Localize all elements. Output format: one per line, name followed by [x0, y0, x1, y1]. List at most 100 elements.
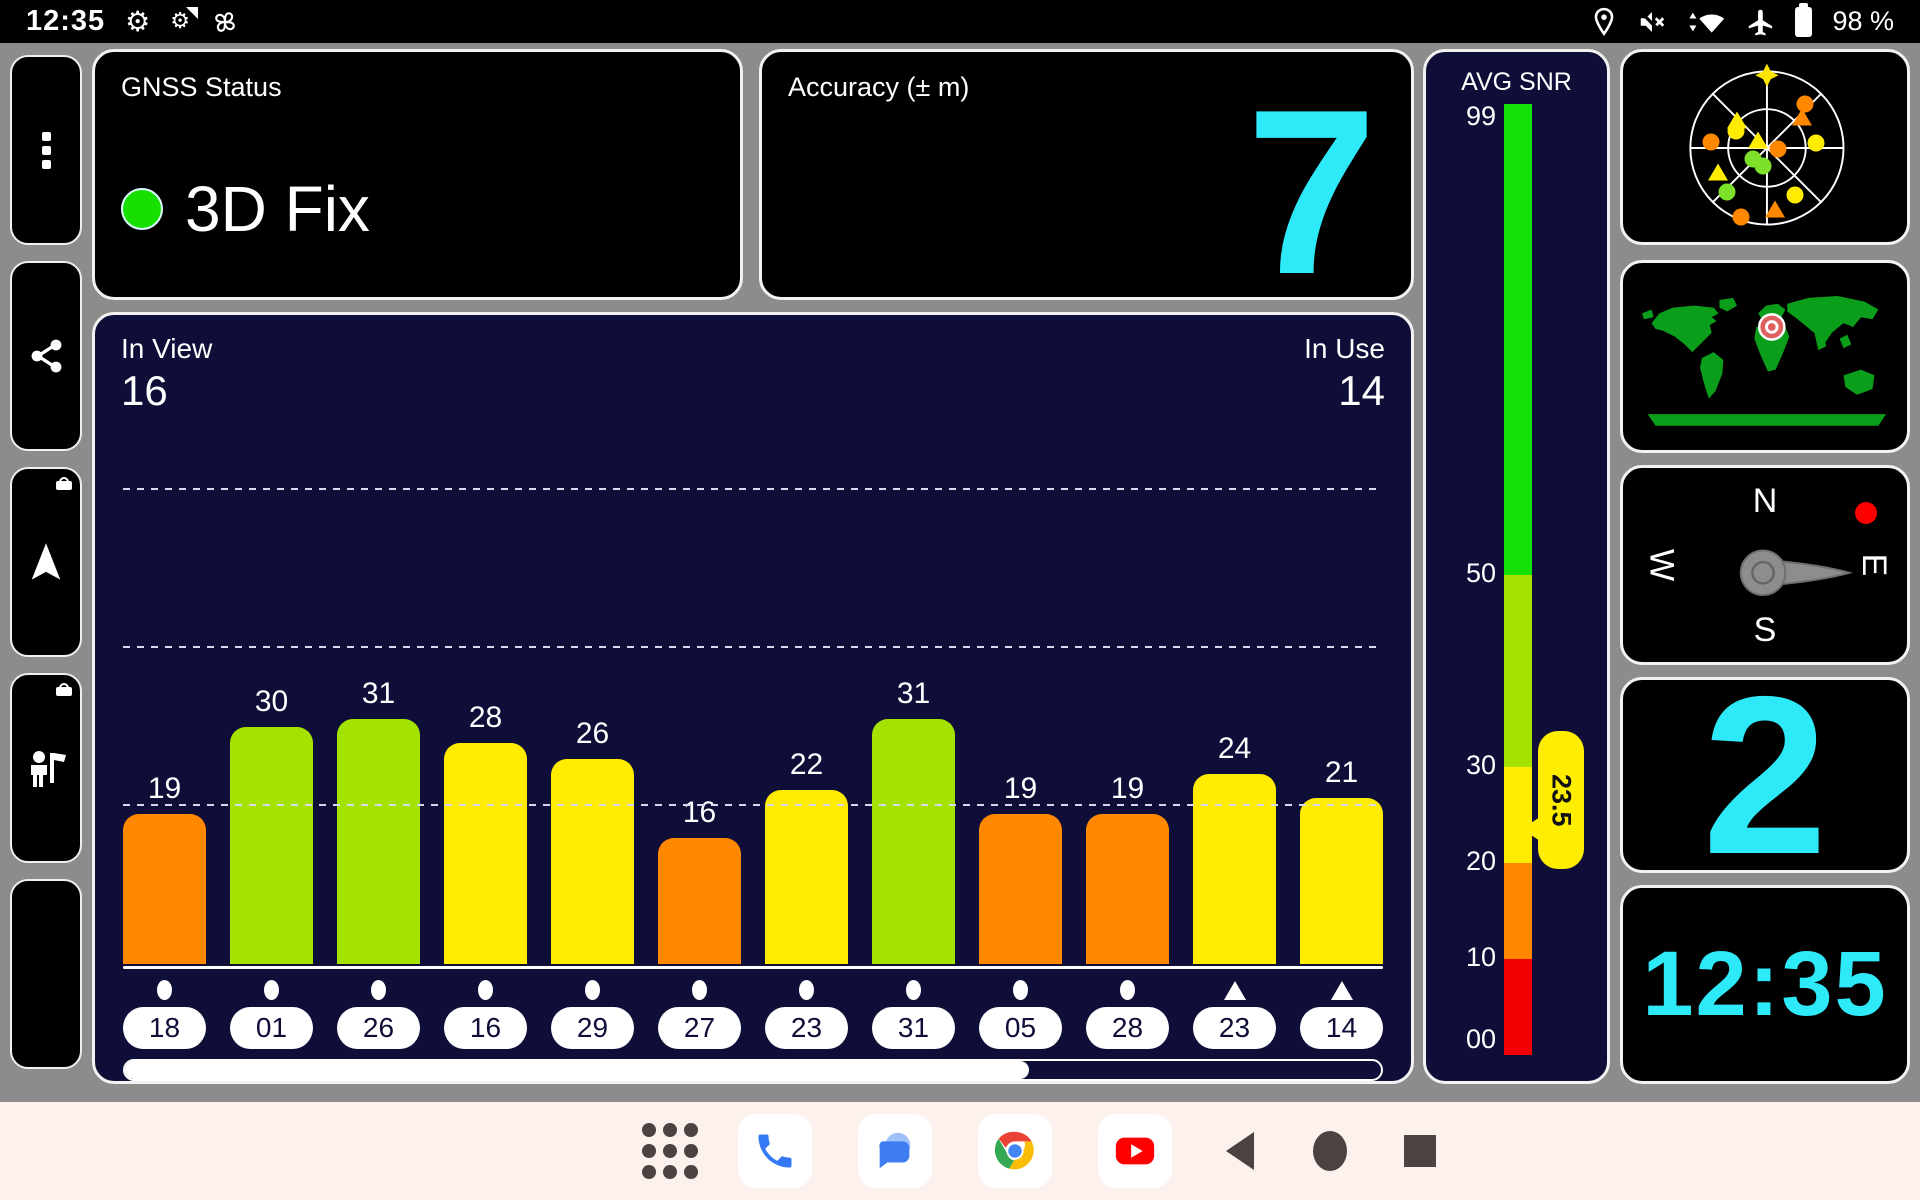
bar-slot: 26: [551, 462, 634, 964]
satellite-circle-icon: [1718, 183, 1736, 201]
sidebar-item-night-mode[interactable]: [10, 879, 82, 1069]
triangle-marker-icon: [1330, 980, 1353, 1000]
sidebar-item-menu[interactable]: [10, 55, 82, 245]
circle-marker-icon: [799, 980, 814, 1000]
in-view-label: In View: [121, 333, 213, 364]
sidebar-item-share[interactable]: [10, 261, 82, 451]
messages-icon: [879, 1132, 911, 1169]
gauge-segment: [1504, 574, 1532, 767]
bar-value-label: 19: [147, 771, 182, 805]
satellite-id-pill: 27: [658, 1007, 741, 1049]
bar-slot: 28: [444, 462, 527, 964]
satellite-id-pill: 29: [551, 1007, 634, 1049]
circle-marker-icon: [371, 980, 386, 1000]
chart-scrollbar[interactable]: [123, 1059, 1383, 1081]
lock-badge-icon: [56, 683, 72, 696]
satellite-circle-icon: [1702, 133, 1720, 151]
status-bar-left: 12:35 ⚙ ⚙: [26, 5, 240, 38]
snr-bar: [444, 742, 527, 964]
satellite-triangle-icon: [1792, 108, 1813, 126]
bar-value-label: 28: [468, 700, 503, 734]
snr-value-callout: 23.5: [1522, 731, 1584, 870]
phone-icon: [758, 1134, 792, 1168]
youtube-icon: [1115, 1137, 1155, 1165]
snr-bar: [1193, 774, 1276, 964]
satellite-circle-icon: [1786, 186, 1804, 204]
fix-status-dot: [121, 188, 163, 230]
world-map-card[interactable]: [1620, 260, 1910, 453]
kebab-menu-icon: [41, 127, 51, 174]
home-button[interactable]: [1308, 1129, 1352, 1173]
in-view-value: 16: [121, 367, 168, 414]
satellite-circle-icon: [1754, 157, 1772, 175]
home-icon: [1313, 1131, 1347, 1171]
bar-slot: 24: [1193, 462, 1276, 964]
chrome-app-button[interactable]: [978, 1114, 1052, 1188]
bars-row: 19 30 31 28 26 16 22 31 19 19 24 21: [123, 462, 1383, 964]
moon-icon: [25, 953, 67, 995]
chrome-icon: [994, 1131, 1035, 1171]
gauge-segment: [1504, 104, 1532, 575]
big-number-card[interactable]: 2: [1620, 677, 1910, 873]
satellite-id-pill: 28: [1086, 1007, 1169, 1049]
snr-bar: [872, 719, 955, 964]
satellite-triangle-icon: [1764, 200, 1785, 218]
chart-scroll-thumb[interactable]: [125, 1061, 1030, 1079]
sky-view-card[interactable]: [1620, 49, 1910, 245]
phone-app-button[interactable]: [738, 1114, 812, 1188]
circle-marker-icon: [478, 980, 493, 1000]
satellite-id-pill: 26: [337, 1007, 420, 1049]
recents-button[interactable]: [1398, 1129, 1442, 1173]
gridline: [123, 804, 1383, 806]
app-drawer-button[interactable]: [642, 1123, 698, 1179]
bar-value-label: 30: [254, 685, 289, 718]
location-icon: [1591, 7, 1617, 37]
satellite-circle-icon: [1732, 208, 1750, 226]
compass-south-label: S: [1753, 611, 1777, 649]
accuracy-card-title: Accuracy (± m): [788, 72, 970, 102]
satellite-circle-icon: [1807, 134, 1825, 152]
satellite-triangle-icon: [1748, 131, 1769, 149]
gnss-status-card[interactable]: GNSS Status 3D Fix: [92, 49, 743, 300]
clock-card[interactable]: 12:35: [1620, 885, 1910, 1084]
sidebar-item-tour-guide[interactable]: [10, 673, 82, 863]
compass-north-label: N: [1752, 482, 1778, 520]
bar-value-label: 22: [789, 748, 824, 782]
gauge-tick-label: 00: [1465, 1024, 1496, 1054]
compass-card[interactable]: N S W E: [1620, 465, 1910, 665]
snr-gauge: 23.5 99 50 30 20 10 00: [1426, 101, 1607, 1055]
navigation-arrow-icon: [24, 540, 68, 584]
circle-marker-icon: [906, 980, 921, 1000]
in-view-block: In View 16: [121, 333, 212, 415]
bar-slot: 19: [979, 462, 1062, 964]
messages-app-button[interactable]: [858, 1114, 932, 1188]
avg-snr-card[interactable]: AVG SNR 23.5 99 50 30 20 10 00: [1423, 49, 1610, 1084]
markers-row: [123, 978, 1383, 1002]
snr-chart-card[interactable]: In View 16 In Use 14 19 30 31 28 26 16 22 31 19 1…: [92, 312, 1414, 1084]
bar-value-label: 19: [1003, 771, 1038, 805]
bar-value-label: 19: [1110, 771, 1145, 805]
bar-slot: 21: [1300, 462, 1383, 964]
marker-slot: [658, 978, 741, 1002]
snr-bar: [765, 790, 848, 964]
world-map: [1641, 295, 1887, 426]
gauge-segment: [1504, 862, 1532, 959]
accuracy-card[interactable]: Accuracy (± m) 7: [759, 49, 1414, 300]
circle-marker-icon: [157, 980, 172, 1000]
snr-bar: [658, 837, 741, 964]
gauge-tick-label: 99: [1465, 101, 1496, 131]
snr-bar: [1300, 798, 1383, 964]
marker-slot: [337, 978, 420, 1002]
youtube-app-button[interactable]: [1098, 1114, 1172, 1188]
satellite-id-row: 18 01 26 16 29 27 23 31 05 28 23 14: [123, 1007, 1383, 1049]
back-icon: [1226, 1132, 1254, 1170]
back-button[interactable]: [1218, 1129, 1262, 1173]
snr-bar: [230, 727, 313, 964]
sidebar-item-navigation[interactable]: [10, 467, 82, 657]
snr-bar: [1086, 813, 1169, 964]
satellite-id-pill: 14: [1300, 1007, 1383, 1049]
volume-off-icon: [1637, 7, 1667, 37]
marker-slot: [872, 978, 955, 1002]
bar-slot: 22: [765, 462, 848, 964]
